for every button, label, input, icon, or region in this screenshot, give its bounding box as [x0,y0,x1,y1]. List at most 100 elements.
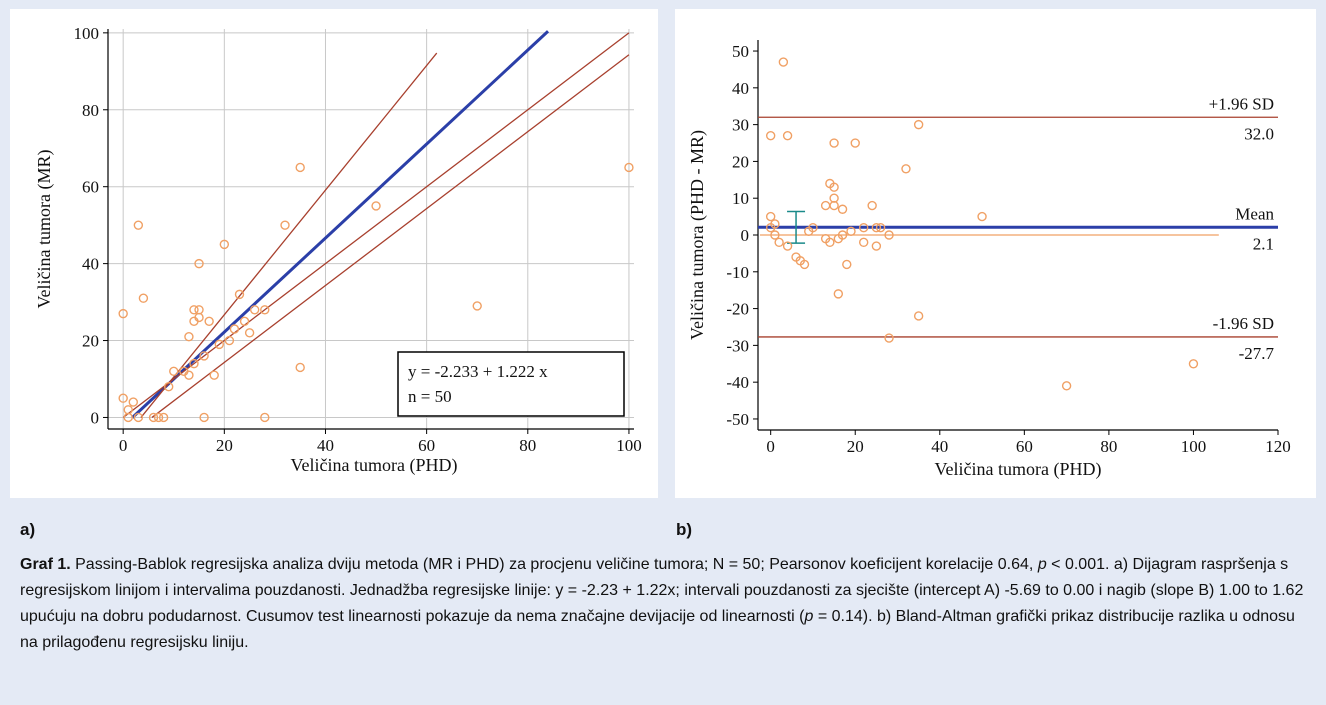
y-tick-label: 20 [732,152,749,171]
y-axis-label: Veličina tumora (PHD - MR) [687,130,708,340]
data-point [913,119,924,130]
x-tick-label: 80 [519,436,536,455]
data-point [219,239,230,250]
x-tick-label: 40 [317,436,334,455]
data-point [867,200,877,211]
passing-bablok-chart: 0 20 40 60 80 100 0 20 40 60 80 100 y = -2.233 + 1.2… [34,24,642,476]
x-tick-label: 120 [1265,437,1291,456]
data-point [833,289,844,299]
caption-text-1: Passing-Bablok regresijska analiza dviju… [70,556,1038,573]
data-point [884,230,894,240]
data-point [199,412,209,423]
data-point [199,351,209,361]
panel-label-a: a) [20,520,36,539]
x-axis-label: Veličina tumora (PHD) [935,459,1102,480]
data-point [774,237,784,248]
data-point [204,316,214,327]
caption-text-3: = 0.14). b) Bland-Altman grafički prikaz… [20,608,1295,651]
panel-label-b: b) [676,520,693,539]
data-point [837,230,848,240]
x-tick-label: 20 [847,437,864,456]
data-point [871,222,882,233]
data-point [829,200,839,211]
data-point [163,381,174,392]
data-point [1061,381,1072,391]
data-point [280,220,290,230]
x-tick-label: 100 [616,436,642,455]
confidence-line [151,54,630,418]
y-tick-label: 40 [82,255,99,274]
data-point [234,289,245,300]
data-point [782,241,793,251]
bland-altman-chart: 0 20 40 60 80 100 120 -50 -40 -30 -20 -10 0 10 20 30 40 5… [687,40,1291,480]
data-point [184,331,194,342]
data-point [138,293,149,303]
data-point [842,259,852,270]
equation-box [397,351,625,417]
data-point [850,138,860,148]
data-point [846,226,856,237]
data-point [858,222,869,233]
data-point [820,200,831,211]
lower-loa-label: -1.96 SD [1213,314,1274,333]
y-tick-label: 50 [732,42,749,61]
y-axis-label: Veličina tumora (MR) [34,150,55,309]
mean-label: Mean [1235,204,1274,223]
data-point [214,339,224,350]
data-point [158,412,169,423]
data-point [782,130,793,141]
y-tick-label: -30 [726,336,749,355]
x-tick-label: 0 [119,436,128,455]
data-point [123,412,133,423]
data-point [871,241,882,251]
data-point [808,222,818,233]
data-point [884,333,894,343]
data-point [472,301,482,311]
x-tick-label: 20 [216,436,233,455]
data-point [901,164,911,174]
y-tick-label: -50 [726,410,749,429]
confidence-line [140,52,438,418]
data-point [858,237,869,248]
data-point [133,220,144,230]
x-tick-label: 100 [1181,437,1207,456]
data-point [209,370,219,380]
data-point [778,57,789,67]
data-point [770,219,780,229]
n-text: n = 50 [408,387,452,406]
data-point [249,305,260,315]
x-tick-label: 40 [931,437,948,456]
data-point [189,358,199,369]
y-tick-label: 10 [732,189,749,208]
data-point [799,259,810,270]
data-point [123,405,133,415]
data-point [169,366,179,377]
data-point [148,412,159,423]
data-point [837,204,848,214]
y-tick-label: 20 [82,332,99,351]
bland-altman-panel: 0 20 40 60 80 100 120 -50 -40 -30 -20 -10 0 10 20 30 40 5… [675,9,1316,498]
y-tick-label: 0 [91,408,100,427]
lower-loa-value: -27.7 [1239,344,1275,363]
data-point [765,130,776,141]
data-point [260,412,270,423]
figure-caption: Graf 1. Passing-Bablok regresijska anali… [20,552,1316,656]
data-point [118,308,128,319]
data-point [770,230,780,240]
upper-loa-label: +1.96 SD [1209,94,1274,113]
upper-loa-value: 32.0 [1244,124,1274,143]
x-tick-label: 0 [766,437,775,456]
data-point [194,305,204,315]
passing-bablok-panel: 0 20 40 60 80 100 0 20 40 60 80 100 y = -2.233 + 1.2… [10,9,658,498]
data-point [977,211,987,222]
x-tick-label: 80 [1100,437,1117,456]
data-point [189,305,199,315]
data-point [239,316,250,327]
data-point [829,138,839,148]
data-point [825,237,835,248]
x-tick-label: 60 [1016,437,1033,456]
data-point [128,397,138,407]
caption-text-2: < 0.001. a) Dijagram raspršenja s regres… [20,556,1304,625]
data-point [260,305,270,315]
data-point [1188,359,1199,369]
